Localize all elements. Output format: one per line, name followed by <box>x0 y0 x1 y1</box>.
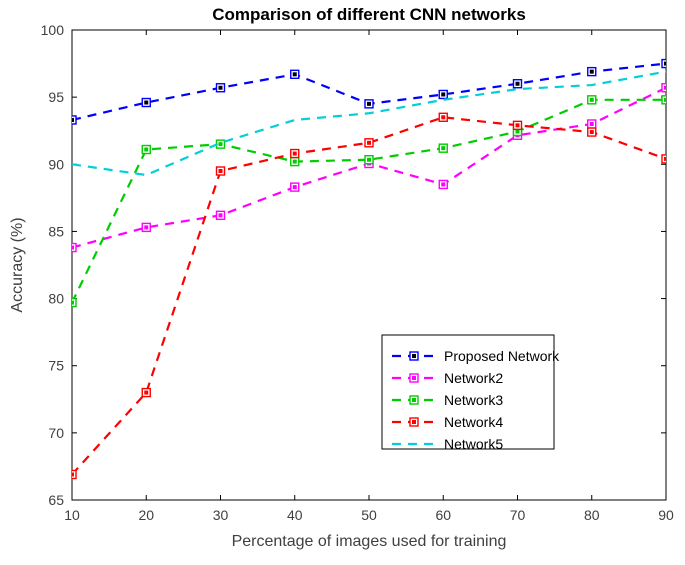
marker-inner <box>70 246 74 250</box>
y-tick-label: 65 <box>48 492 64 508</box>
x-tick-label: 20 <box>138 507 154 523</box>
marker-inner <box>590 98 594 102</box>
x-tick-label: 70 <box>510 507 526 523</box>
marker-inner <box>293 72 297 76</box>
line-chart: 10 20 30 40 50 60 70 80 90 65 70 75 80 85 90 95 100 Compa… <box>0 0 685 565</box>
marker-inner <box>219 213 223 217</box>
marker-inner <box>590 122 594 126</box>
x-axis-label: Percentage of images used for training <box>232 533 507 550</box>
marker-inner <box>219 169 223 173</box>
marker-inner <box>441 146 445 150</box>
legend-label: Network4 <box>444 414 503 430</box>
x-tick-label: 50 <box>361 507 377 523</box>
marker-inner <box>664 98 668 102</box>
marker-inner <box>219 142 223 146</box>
x-tick-label: 10 <box>64 507 80 523</box>
y-tick-label: 75 <box>48 358 64 374</box>
marker-inner <box>144 225 148 229</box>
y-tick-label: 90 <box>48 156 64 172</box>
y-tick-label: 95 <box>48 89 64 105</box>
x-tick-label: 80 <box>584 507 600 523</box>
marker-inner <box>516 82 520 86</box>
y-tick-label: 100 <box>41 22 65 38</box>
marker-inner <box>70 118 74 122</box>
legend: Proposed Network Network2 Network3 Network4… <box>382 335 560 452</box>
marker-inner <box>367 158 371 162</box>
marker-inner <box>412 420 416 424</box>
marker-inner <box>144 148 148 152</box>
marker-inner <box>516 130 520 134</box>
marker-inner <box>441 115 445 119</box>
marker-inner <box>367 141 371 145</box>
marker-inner <box>664 62 668 66</box>
marker-inner <box>293 152 297 156</box>
marker-inner <box>441 92 445 96</box>
y-axis-label: Accuracy (%) <box>9 217 26 312</box>
x-tick-label: 90 <box>658 507 674 523</box>
marker-inner <box>219 86 223 90</box>
marker-inner <box>590 70 594 74</box>
marker-inner <box>293 160 297 164</box>
marker-inner <box>367 102 371 106</box>
x-tick-label: 30 <box>213 507 229 523</box>
marker-inner <box>412 354 416 358</box>
marker-inner <box>70 472 74 476</box>
y-tick-label: 70 <box>48 425 64 441</box>
x-tick-label: 60 <box>435 507 451 523</box>
legend-label: Proposed Network <box>444 348 560 364</box>
marker-inner <box>664 86 668 90</box>
x-tick-label: 40 <box>287 507 303 523</box>
chart-title: Comparison of different CNN networks <box>212 5 526 24</box>
marker-inner <box>516 123 520 127</box>
legend-label: Network2 <box>444 370 503 386</box>
marker-inner <box>70 301 74 305</box>
y-tick-label: 85 <box>48 223 64 239</box>
marker-inner <box>144 101 148 105</box>
marker-inner <box>144 391 148 395</box>
legend-label: Network5 <box>444 436 503 452</box>
marker-inner <box>664 157 668 161</box>
marker-inner <box>590 130 594 134</box>
marker-inner <box>412 376 416 380</box>
y-tick-label: 80 <box>48 291 64 307</box>
marker-inner <box>412 398 416 402</box>
marker-inner <box>441 182 445 186</box>
legend-label: Network3 <box>444 392 503 408</box>
marker-inner <box>293 185 297 189</box>
